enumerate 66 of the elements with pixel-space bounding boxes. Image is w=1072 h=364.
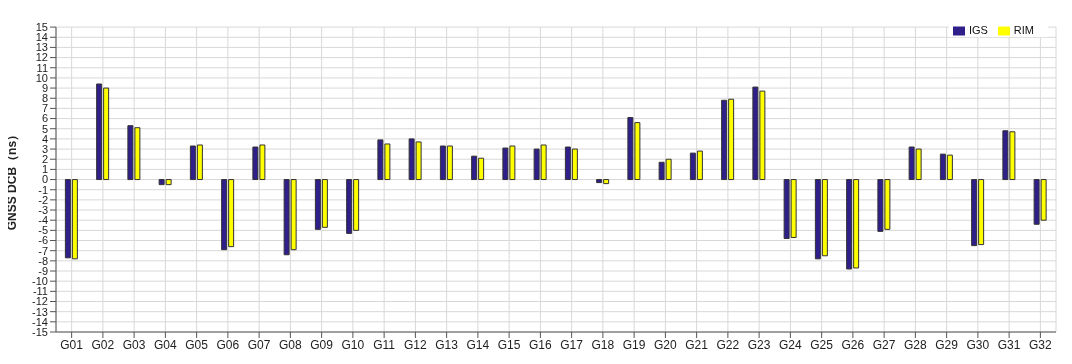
y-tick-label: -13 <box>32 305 48 318</box>
x-tick-label: G06 <box>216 337 240 352</box>
y-axis-title: GNSS DCB（ns） <box>5 128 20 231</box>
x-tick-label: G22 <box>716 337 740 352</box>
x-tick-label: G23 <box>747 337 771 352</box>
y-tick-label: -3 <box>38 203 48 216</box>
y-tick-label: -4 <box>38 214 48 227</box>
y-tick-label: -9 <box>38 264 48 277</box>
x-tick-label: G13 <box>435 337 459 352</box>
y-tick-label: -10 <box>32 275 48 288</box>
x-tick-label: G11 <box>373 337 396 352</box>
y-tick-label: -11 <box>32 285 48 298</box>
x-tick-label: G31 <box>997 337 1021 352</box>
y-tick-label: -6 <box>38 234 48 247</box>
x-tick-label: G19 <box>622 337 646 352</box>
x-tick-label: G08 <box>279 337 303 352</box>
y-tick-label: 0 <box>41 173 48 186</box>
legend-label: RIM <box>1013 24 1034 36</box>
y-tick-label: -15 <box>32 325 48 338</box>
y-tick-label: 9 <box>41 81 48 94</box>
legend-label: IGS <box>968 24 988 36</box>
x-tick-label: G24 <box>779 337 803 352</box>
y-tick-label: 2 <box>41 153 48 166</box>
y-tick-label: 8 <box>41 92 48 105</box>
y-tick-label: 7 <box>41 102 48 115</box>
x-tick-label: G15 <box>497 337 521 352</box>
x-tick-label: G07 <box>247 337 271 352</box>
y-tick-label: 4 <box>41 132 48 145</box>
y-tick-label: 1 <box>41 163 48 176</box>
x-tick-label: G25 <box>810 337 834 352</box>
y-tick-label: 13 <box>35 41 48 54</box>
y-tick-label: -8 <box>38 254 48 267</box>
y-tick-label: -14 <box>32 315 48 328</box>
x-tick-label: G04 <box>154 337 178 352</box>
x-tick-label: G09 <box>310 337 334 352</box>
x-tick-label: G26 <box>841 337 865 352</box>
x-tick-label: G05 <box>185 337 209 352</box>
y-tick-label: -2 <box>38 193 48 206</box>
y-tick-label: -5 <box>38 224 48 237</box>
y-tick-label: 14 <box>35 31 48 44</box>
y-tick-label: 5 <box>41 122 48 135</box>
x-tick-label: G21 <box>685 337 709 352</box>
x-tick-label: G28 <box>904 337 928 352</box>
x-tick-label: G02 <box>91 337 115 352</box>
y-tick-label: 6 <box>41 112 48 125</box>
y-tick-label: 12 <box>35 51 48 64</box>
x-tick-label: G20 <box>654 337 678 352</box>
x-tick-label: G01 <box>60 337 84 352</box>
x-tick-label: G10 <box>341 337 365 352</box>
x-tick-label: G17 <box>560 337 584 352</box>
x-tick-label: G29 <box>935 337 959 352</box>
y-tick-label: -1 <box>38 183 48 196</box>
x-tick-label: G27 <box>872 337 896 352</box>
x-tick-label: G30 <box>966 337 990 352</box>
x-tick-label: G03 <box>122 337 146 352</box>
y-tick-label: 11 <box>36 61 48 74</box>
y-tick-label: 10 <box>35 71 48 84</box>
x-tick-label: G32 <box>1029 337 1053 352</box>
y-tick-label: 15 <box>35 21 48 33</box>
y-tick-label: -12 <box>32 295 48 308</box>
x-tick-label: G16 <box>529 337 553 352</box>
x-tick-label: G18 <box>591 337 615 352</box>
x-tick-label: G12 <box>404 337 428 352</box>
y-tick-label: 3 <box>41 142 48 155</box>
y-tick-label: -7 <box>38 244 48 257</box>
x-tick-label: G14 <box>466 337 490 352</box>
